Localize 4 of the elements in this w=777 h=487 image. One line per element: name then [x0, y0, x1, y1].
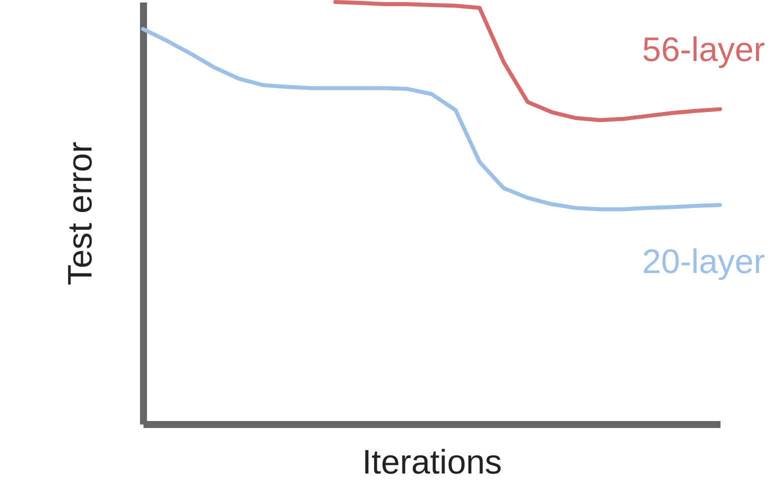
- series-label: 20-layer: [642, 242, 765, 281]
- series-label: 56-layer: [642, 31, 765, 70]
- y-axis-title: Test error: [62, 142, 100, 286]
- x-axis-title: Iterations: [362, 444, 502, 482]
